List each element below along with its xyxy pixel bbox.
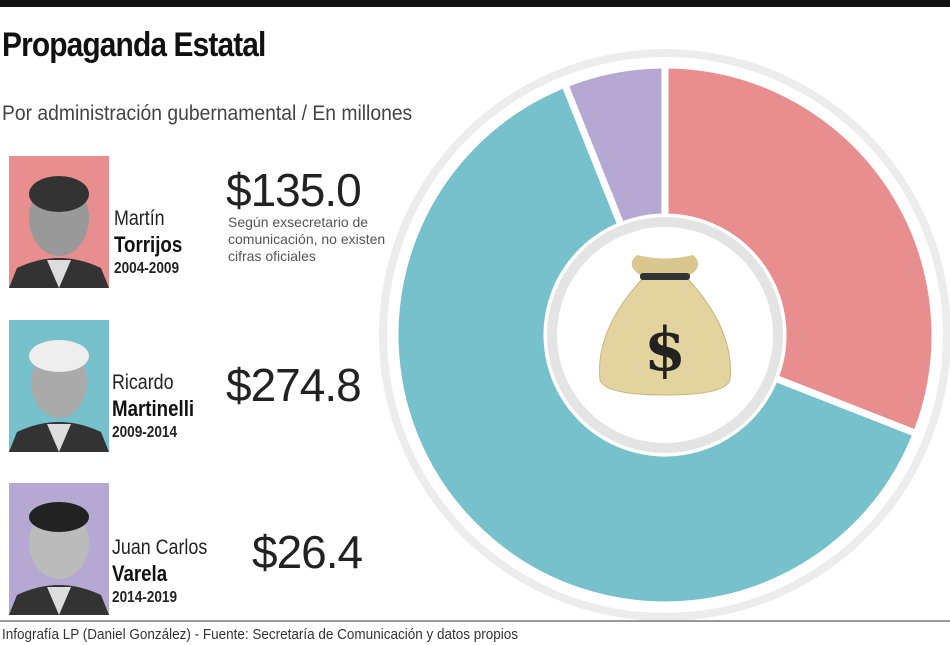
term-years: 2014-2019 xyxy=(112,589,178,606)
amount-varela: $26.4 xyxy=(252,526,363,578)
first-name: Juan Carlos xyxy=(112,536,208,559)
chart-title: Propaganda Estatal xyxy=(2,26,266,64)
portrait-martinelli xyxy=(9,320,109,452)
amount-martinelli: $274.8 xyxy=(226,359,362,411)
last-name: Martinelli xyxy=(112,396,195,421)
name-martinelli: Ricardo Martinelli 2009-2014 xyxy=(112,370,194,443)
portrait-torrijos xyxy=(9,156,109,288)
term-years: 2009-2014 xyxy=(112,424,178,441)
footer-credit: Infografía LP (Daniel González) - Fuente… xyxy=(2,626,519,643)
term-years: 2004-2009 xyxy=(114,260,180,277)
note-torrijos: Según exsecretario de comunicación, no e… xyxy=(228,214,386,264)
first-name: Ricardo xyxy=(112,371,174,394)
amount-torrijos: $135.0 xyxy=(226,164,362,216)
chart-subtitle: Por administración gubernamental / En mi… xyxy=(2,102,413,125)
last-name: Varela xyxy=(112,561,168,586)
first-name: Martín xyxy=(114,207,165,230)
name-varela: Juan Carlos Varela 2014-2019 xyxy=(112,535,207,608)
svg-text:$: $ xyxy=(644,315,686,385)
money-bag-icon: $ xyxy=(599,255,731,396)
last-name: Torrijos xyxy=(114,232,183,257)
portrait-varela xyxy=(9,483,109,615)
footer-divider xyxy=(0,620,950,622)
top-bar xyxy=(0,0,950,7)
donut-chart: $ xyxy=(379,49,950,621)
name-torrijos: Martín Torrijos 2004-2009 xyxy=(114,206,182,279)
